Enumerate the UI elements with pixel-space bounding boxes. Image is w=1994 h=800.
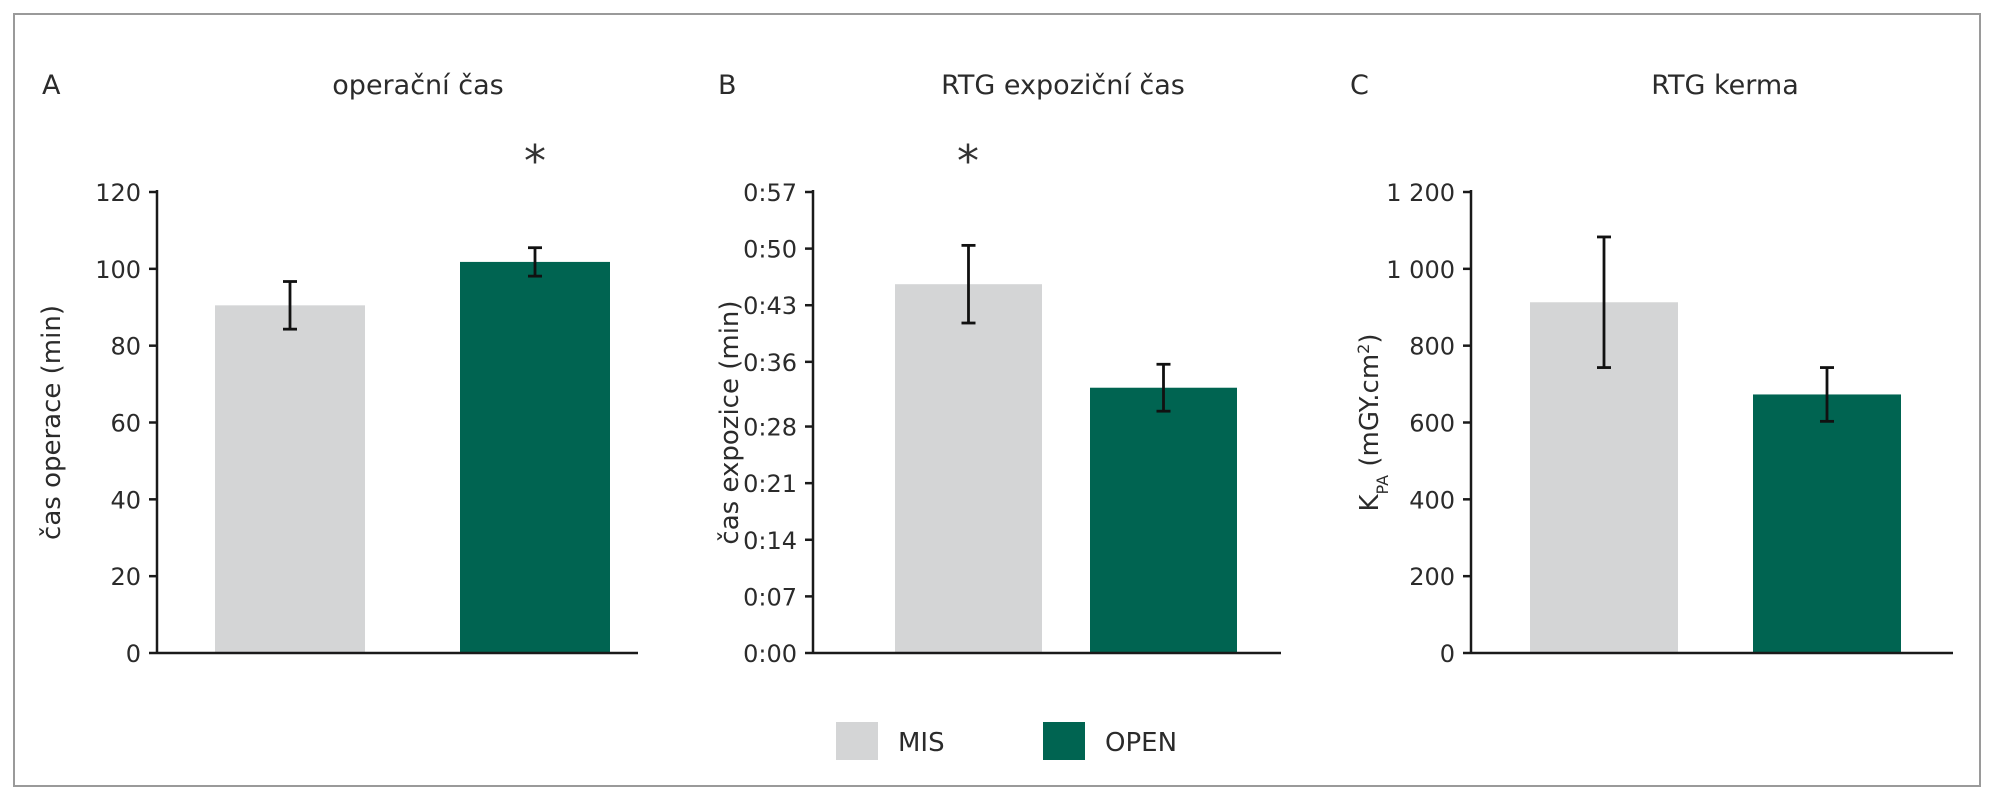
error-bar-open — [1820, 366, 1834, 423]
y-tick-label: 40 — [110, 486, 141, 514]
y-tick-label: 0 — [126, 640, 141, 668]
bar-mis — [215, 305, 365, 653]
legend-item-open: OPEN — [1043, 722, 1177, 760]
chart-panel-b: B RTG expoziční čas čas expozice (min) * 0:0… — [715, 70, 1281, 668]
legend-label: OPEN — [1105, 728, 1177, 758]
error-bar-mis — [283, 280, 297, 331]
y-tick-label: 60 — [110, 410, 141, 438]
y-tick-label: 600 — [1409, 410, 1455, 438]
y-tick-label: 20 — [110, 563, 141, 591]
error-bar-mis — [961, 243, 976, 325]
y-tick-label: 0:07 — [743, 583, 797, 611]
panel-letter: A — [42, 70, 61, 101]
y-tick-label: 0:28 — [743, 414, 797, 442]
y-tick-label: 0:57 — [743, 179, 797, 207]
bar-open — [1090, 387, 1237, 653]
y-tick-label: 80 — [110, 333, 141, 361]
error-bar-open — [1156, 362, 1171, 413]
y-tick-label: 1 000 — [1386, 256, 1455, 284]
panel-title: operační čas — [332, 70, 503, 101]
panel-title: RTG kerma — [1651, 70, 1799, 101]
significance-marker: * — [957, 136, 979, 187]
y-axis-label: čas operace (min) — [37, 305, 67, 540]
y-tick-label: 200 — [1409, 563, 1455, 591]
y-tick-label: 1 200 — [1386, 179, 1455, 207]
legend-swatch — [836, 722, 878, 760]
error-bar-open — [528, 246, 542, 278]
bar-open — [460, 261, 610, 653]
y-tick-label: 400 — [1409, 486, 1455, 514]
bar-open — [1753, 394, 1901, 653]
y-tick-label: 0:36 — [743, 349, 797, 377]
panel-letter: C — [1350, 70, 1369, 101]
y-axis-label: čas expozice (min) — [715, 300, 745, 544]
legend: MIS OPEN — [836, 722, 1177, 760]
y-tick-label: 0:14 — [743, 527, 797, 555]
y-tick-label: 0:43 — [743, 292, 797, 320]
legend-item-mis: MIS — [836, 722, 945, 760]
y-tick-label: 0 — [1440, 640, 1455, 668]
y-tick-label: 100 — [95, 256, 141, 284]
y-tick-label: 0:00 — [743, 640, 797, 668]
bar-mis — [895, 284, 1042, 653]
y-tick-label: 0:50 — [743, 236, 797, 264]
y-tick-label: 120 — [95, 179, 141, 207]
significance-marker: * — [524, 136, 546, 187]
y-tick-label: 800 — [1409, 333, 1455, 361]
legend-swatch — [1043, 722, 1085, 760]
panel-title: RTG expoziční čas — [941, 70, 1185, 101]
legend-label: MIS — [898, 728, 945, 758]
panel-letter: B — [718, 70, 737, 101]
error-bar-mis — [1597, 235, 1611, 369]
y-tick-label: 0:21 — [743, 470, 797, 498]
